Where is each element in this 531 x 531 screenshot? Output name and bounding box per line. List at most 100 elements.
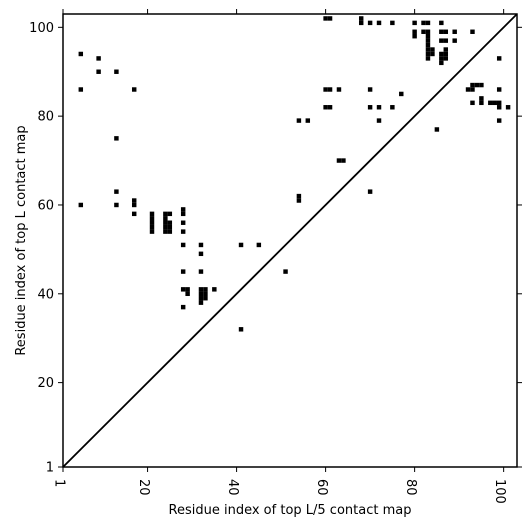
contact-point <box>198 291 204 297</box>
contact-point <box>421 20 426 26</box>
contact-point <box>439 20 444 26</box>
contact-point <box>474 82 480 88</box>
contact-point <box>412 20 417 26</box>
contact-point <box>198 287 204 292</box>
contact-point <box>367 189 373 194</box>
contact-point <box>425 56 431 61</box>
contact-point <box>367 87 373 92</box>
x-tick-label: 80 <box>403 479 418 496</box>
y-tick-label: 80 <box>37 110 54 125</box>
contact-point <box>323 16 328 21</box>
contact-point <box>203 296 208 301</box>
contact-point <box>198 242 204 248</box>
contact-point <box>452 29 457 34</box>
x-tick-label: 1 <box>52 479 67 487</box>
contact-point <box>131 202 137 208</box>
contact-point <box>425 38 431 43</box>
contact-point <box>238 242 244 248</box>
contact-point <box>412 29 417 34</box>
contact-point <box>114 202 119 208</box>
contact-point <box>198 300 204 305</box>
contact-point <box>131 211 137 217</box>
y-axis-title: Residue index of top L contact map <box>14 125 29 355</box>
contact-point <box>185 291 190 297</box>
contact-point <box>412 33 417 39</box>
contact-point <box>163 211 168 217</box>
contact-point <box>149 229 155 234</box>
contact-point <box>180 287 186 292</box>
contact-point <box>327 16 333 21</box>
contact-point <box>425 29 431 34</box>
contact-point <box>430 51 435 57</box>
contact-point <box>336 158 342 163</box>
contact-point <box>505 105 511 110</box>
contact-point <box>327 87 333 92</box>
contact-point <box>470 82 475 88</box>
contact-point <box>358 20 364 26</box>
contact-point <box>399 91 404 97</box>
contact-point <box>96 56 101 61</box>
x-tick-label: 20 <box>136 479 151 496</box>
contact-point <box>443 38 449 43</box>
contact-point <box>443 56 449 61</box>
contact-point <box>341 158 346 163</box>
contact-point <box>167 220 173 225</box>
contact-point <box>452 38 457 43</box>
contact-point <box>180 211 186 217</box>
contact-point <box>496 87 502 92</box>
contact-point <box>238 327 244 332</box>
contact-point <box>78 202 84 208</box>
contact-point <box>425 33 431 39</box>
contact-point <box>439 51 444 57</box>
contact-point <box>167 229 173 234</box>
contact-point <box>443 29 449 34</box>
contact-point <box>163 220 168 225</box>
contact-point <box>296 198 302 203</box>
contact-point <box>296 118 302 123</box>
contact-point <box>96 69 101 74</box>
contact-point <box>114 69 119 74</box>
contact-point <box>439 60 444 66</box>
contact-point <box>492 100 497 106</box>
contact-point <box>425 42 431 48</box>
contact-point <box>376 105 382 110</box>
contact-point <box>203 291 208 297</box>
contact-point <box>425 47 431 52</box>
contact-point <box>180 304 186 310</box>
contact-point <box>439 38 444 43</box>
contact-point <box>421 29 426 34</box>
contact-point <box>114 136 119 141</box>
contact-point <box>131 198 137 203</box>
contact-point <box>496 56 502 61</box>
contact-point <box>256 242 262 248</box>
y-tick-label: 100 <box>29 21 54 36</box>
x-tick-label: 60 <box>314 479 329 496</box>
contact-point <box>323 87 328 92</box>
contact-point <box>163 224 168 230</box>
contact-point <box>198 296 204 301</box>
contact-point <box>479 96 484 101</box>
contact-point <box>479 100 484 106</box>
contact-point <box>376 118 382 123</box>
contact-point <box>114 189 119 194</box>
contact-point <box>390 105 395 110</box>
contact-point <box>496 105 502 110</box>
contact-point <box>367 105 373 110</box>
contact-point <box>180 229 186 234</box>
contact-point <box>198 269 204 274</box>
contact-point <box>198 251 204 257</box>
diagonal-line <box>62 13 518 468</box>
contact-point <box>390 20 395 26</box>
contact-point <box>336 87 342 92</box>
contact-point <box>78 51 84 57</box>
contact-point <box>131 87 137 92</box>
plot-frame <box>62 13 518 468</box>
contact-point <box>203 287 208 292</box>
contact-point <box>185 287 190 292</box>
contact-point <box>496 100 502 106</box>
contact-point <box>470 29 475 34</box>
contact-point <box>180 242 186 248</box>
contact-point <box>149 224 155 230</box>
contact-point <box>327 105 333 110</box>
